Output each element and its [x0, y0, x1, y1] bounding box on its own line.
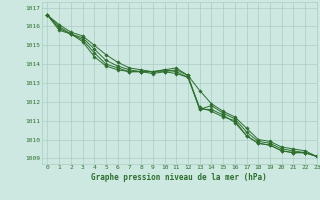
X-axis label: Graphe pression niveau de la mer (hPa): Graphe pression niveau de la mer (hPa) [91, 173, 267, 182]
